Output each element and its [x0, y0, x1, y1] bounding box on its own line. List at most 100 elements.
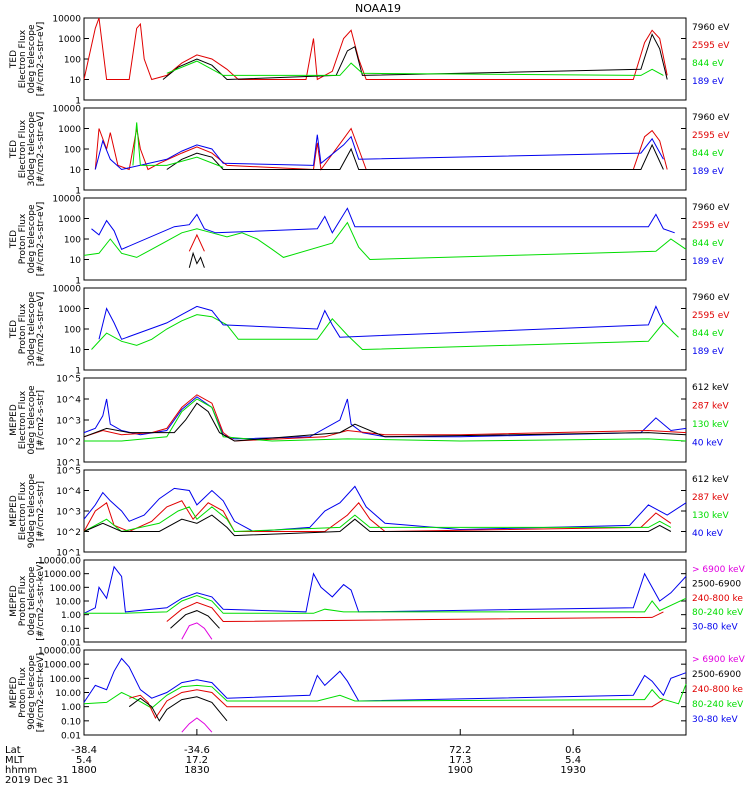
series-line-green [84, 398, 687, 442]
y-tick-label: 10.00 [55, 598, 81, 608]
series-line-red [129, 689, 664, 720]
y-axis-label: MEPED [9, 495, 19, 527]
y-tick-label: 10^5 [56, 375, 81, 385]
legend-entry: 2595 eV [692, 221, 730, 231]
legend-entry: 2595 eV [692, 311, 730, 321]
legend-entry: 80-240 keV [692, 608, 744, 618]
legend-entry: 287 keV [692, 402, 729, 412]
y-tick-label: 10^1 [56, 459, 81, 469]
panel-frame [83, 649, 687, 736]
y-tick-label: 1000.00 [44, 661, 81, 671]
series-line-blue [98, 305, 664, 340]
y-axis-label: Electron Flux [18, 481, 28, 540]
y-tick-label: 100.00 [50, 675, 82, 685]
y-axis-label: [#/cm2-s-str-eV] [36, 292, 46, 367]
series-line-black [166, 143, 664, 170]
panel-3: 10000 1000 100 10 1 TED Proton Flux 0deg telesc… [9, 195, 730, 287]
y-tick-label: 1 [75, 187, 81, 197]
y-axis-label: [#/cm2-s-str] [36, 481, 46, 541]
series-line-red [166, 601, 664, 623]
series-line-green [132, 122, 224, 168]
y-tick-label: 100 [64, 236, 81, 246]
series-line-black [162, 33, 668, 81]
series-line-green [83, 683, 687, 709]
panel-7: 10000.00 1000.00 100.00 10.00 1.00 0.10 0.01 ME… [9, 557, 746, 649]
y-axis-label: Electron Flux [18, 119, 28, 178]
footer-date: 2019 Dec 31 [5, 775, 69, 786]
legend-entry: 2500-6900 [692, 579, 741, 589]
y-axis-label: MEPED [9, 585, 19, 617]
y-tick-label: 1000 [58, 35, 81, 45]
y-tick-label: 100.00 [50, 584, 82, 594]
series-line-green [83, 506, 672, 533]
panel-frame [83, 17, 687, 101]
series-line-magenta [181, 622, 213, 640]
y-tick-label: 1000 [58, 125, 81, 135]
y-axis-label: Electron Flux [18, 29, 28, 88]
series-line-blue [83, 657, 687, 703]
y-tick-label: 10000.00 [38, 647, 81, 657]
y-tick-label: 10 [70, 166, 82, 176]
panel-frame [83, 107, 687, 191]
x-tick-hhmm: 1830 [184, 765, 209, 776]
panel-6: 10^5 10^4 10^3 10^2 10^1 MEPED Electron Flux 90… [9, 467, 729, 559]
x-tick-hhmm: 1900 [448, 765, 473, 776]
y-tick-label: 0.01 [61, 732, 81, 742]
legend-entry: 612 keV [692, 383, 729, 393]
y-tick-label: 1000.00 [44, 570, 81, 580]
x-tick-lat: -34.6 [184, 745, 210, 756]
series-line-green [91, 314, 679, 351]
footer-row-label: MLT [5, 755, 25, 766]
y-tick-label: 10000 [52, 15, 81, 25]
y-tick-label: 10^3 [56, 508, 81, 518]
y-tick-label: 0.10 [61, 717, 81, 727]
series-line-green [83, 221, 687, 261]
x-tick-hhmm: 1800 [71, 765, 96, 776]
y-axis-label: TED [9, 140, 19, 159]
x-tick-lat: 72.2 [449, 745, 471, 756]
legend-entry: 2595 eV [692, 131, 730, 141]
y-axis-label: 0deg telescope [27, 204, 37, 274]
y-axis-label: [#/cm2-s-str-eV] [36, 202, 46, 277]
chart-title: NOAA19 [355, 2, 401, 15]
legend-entry: 30-80 keV [692, 715, 738, 725]
y-axis-label: 0deg telescope [27, 24, 37, 94]
y-tick-label: 1 [75, 367, 81, 377]
y-axis-label: Proton Flux [18, 667, 28, 718]
panel-2: 10000 1000 100 10 1 TED Electron Flux 30deg tel… [9, 105, 730, 197]
y-axis-label: [#/cm2-s-str-eV] [36, 112, 46, 187]
y-axis-label: Proton Flux [18, 213, 28, 264]
legend-entry: > 6900 keV [692, 565, 746, 575]
footer-axis: Lat MLT hhmm 2019 Dec 31 -38.45.41800-34… [5, 729, 586, 786]
legend-entry: 287 keV [692, 493, 729, 503]
legend-entry: 30-80 keV [692, 623, 738, 633]
series-line-blue [91, 207, 675, 250]
legend-entry: 80-240 keV [692, 700, 744, 710]
legend-entry: 189 eV [692, 167, 725, 177]
footer-row-label: Lat [5, 745, 21, 756]
x-tick-hhmm: 1930 [560, 765, 585, 776]
y-axis-label: [#/cm2-s-str-eV] [36, 22, 46, 97]
y-axis-label: TED [9, 320, 19, 339]
y-axis-label: [#/cm2-s-str] [36, 390, 46, 450]
x-tick-mlt: 17.2 [186, 755, 208, 766]
series-line-red [188, 233, 205, 252]
y-tick-label: 100 [64, 146, 81, 156]
y-axis-label: 0deg telescope [27, 385, 37, 455]
y-tick-label: 10000 [52, 105, 81, 115]
y-tick-label: 10^4 [56, 396, 81, 406]
y-tick-label: 1.00 [61, 703, 81, 713]
series-line-black [128, 696, 228, 722]
y-axis-label: [#/cm2-s-str-keV] [36, 653, 46, 732]
legend-entry: 7960 eV [692, 203, 730, 213]
series-line-black [83, 514, 672, 537]
x-tick-lat: 0.6 [565, 745, 581, 756]
y-axis-label: [#/cm2-s-str-keV] [36, 561, 46, 640]
y-axis-label: MEPED [9, 404, 19, 436]
series-line-black [170, 610, 220, 629]
legend-entry: 844 eV [692, 59, 725, 69]
panel-frame [83, 197, 687, 281]
y-tick-label: 1.00 [61, 611, 81, 621]
series-line-blue [94, 134, 664, 171]
series-line-green [84, 594, 687, 614]
